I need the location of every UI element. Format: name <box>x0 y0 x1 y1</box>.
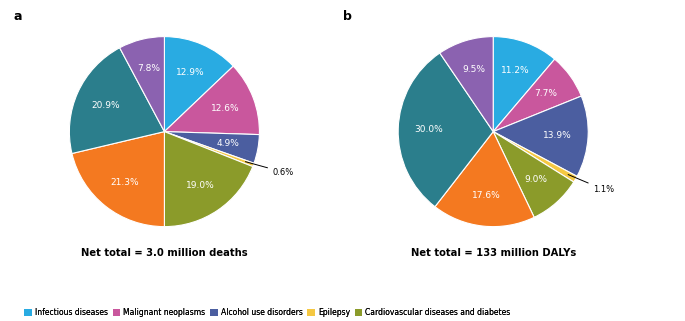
Text: 12.9%: 12.9% <box>175 68 204 77</box>
Wedge shape <box>69 48 164 153</box>
Legend: Infectious diseases, Malignant neoplasms, Alcohol use disorders, Epilepsy, Cardi: Infectious diseases, Malignant neoplasms… <box>25 308 510 317</box>
Text: 9.0%: 9.0% <box>525 175 548 184</box>
Wedge shape <box>493 132 574 217</box>
Wedge shape <box>72 132 164 227</box>
Text: a: a <box>14 10 22 22</box>
Text: 21.3%: 21.3% <box>110 178 138 187</box>
Wedge shape <box>440 37 493 132</box>
Text: 13.9%: 13.9% <box>543 131 572 140</box>
Text: 17.6%: 17.6% <box>472 191 501 200</box>
Wedge shape <box>164 66 260 134</box>
Text: 7.8%: 7.8% <box>137 65 160 74</box>
Text: 12.6%: 12.6% <box>210 104 239 113</box>
Title: Net total = 133 million DALYs: Net total = 133 million DALYs <box>410 248 576 258</box>
Wedge shape <box>164 132 260 163</box>
Text: 1.1%: 1.1% <box>568 175 614 194</box>
Text: 20.9%: 20.9% <box>91 100 120 109</box>
Wedge shape <box>164 132 253 227</box>
Text: 7.7%: 7.7% <box>534 89 557 98</box>
Text: 30.0%: 30.0% <box>414 125 443 134</box>
Wedge shape <box>120 37 164 132</box>
Wedge shape <box>435 132 534 227</box>
Text: 0.6%: 0.6% <box>245 162 295 177</box>
Text: 11.2%: 11.2% <box>501 66 530 75</box>
Wedge shape <box>493 59 582 132</box>
Wedge shape <box>398 53 493 207</box>
Text: 4.9%: 4.9% <box>216 139 239 148</box>
Text: 19.0%: 19.0% <box>186 180 215 189</box>
Wedge shape <box>493 96 588 176</box>
Wedge shape <box>164 132 254 167</box>
Wedge shape <box>493 37 555 132</box>
Wedge shape <box>164 37 234 132</box>
Text: 9.5%: 9.5% <box>462 65 486 74</box>
Wedge shape <box>493 132 577 182</box>
Title: Net total = 3.0 million deaths: Net total = 3.0 million deaths <box>81 248 248 258</box>
Text: b: b <box>342 10 351 22</box>
